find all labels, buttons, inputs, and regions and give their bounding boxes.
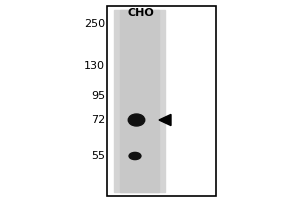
Text: 130: 130 — [84, 61, 105, 71]
Text: 95: 95 — [91, 91, 105, 101]
Ellipse shape — [129, 152, 141, 160]
Bar — [106, 6, 216, 196]
Ellipse shape — [128, 114, 145, 126]
Text: 55: 55 — [91, 151, 105, 161]
Polygon shape — [159, 114, 171, 126]
Text: 72: 72 — [91, 115, 105, 125]
Bar — [114, 10, 165, 192]
Text: 250: 250 — [84, 19, 105, 29]
Bar — [120, 10, 159, 192]
Text: CHO: CHO — [128, 8, 154, 18]
